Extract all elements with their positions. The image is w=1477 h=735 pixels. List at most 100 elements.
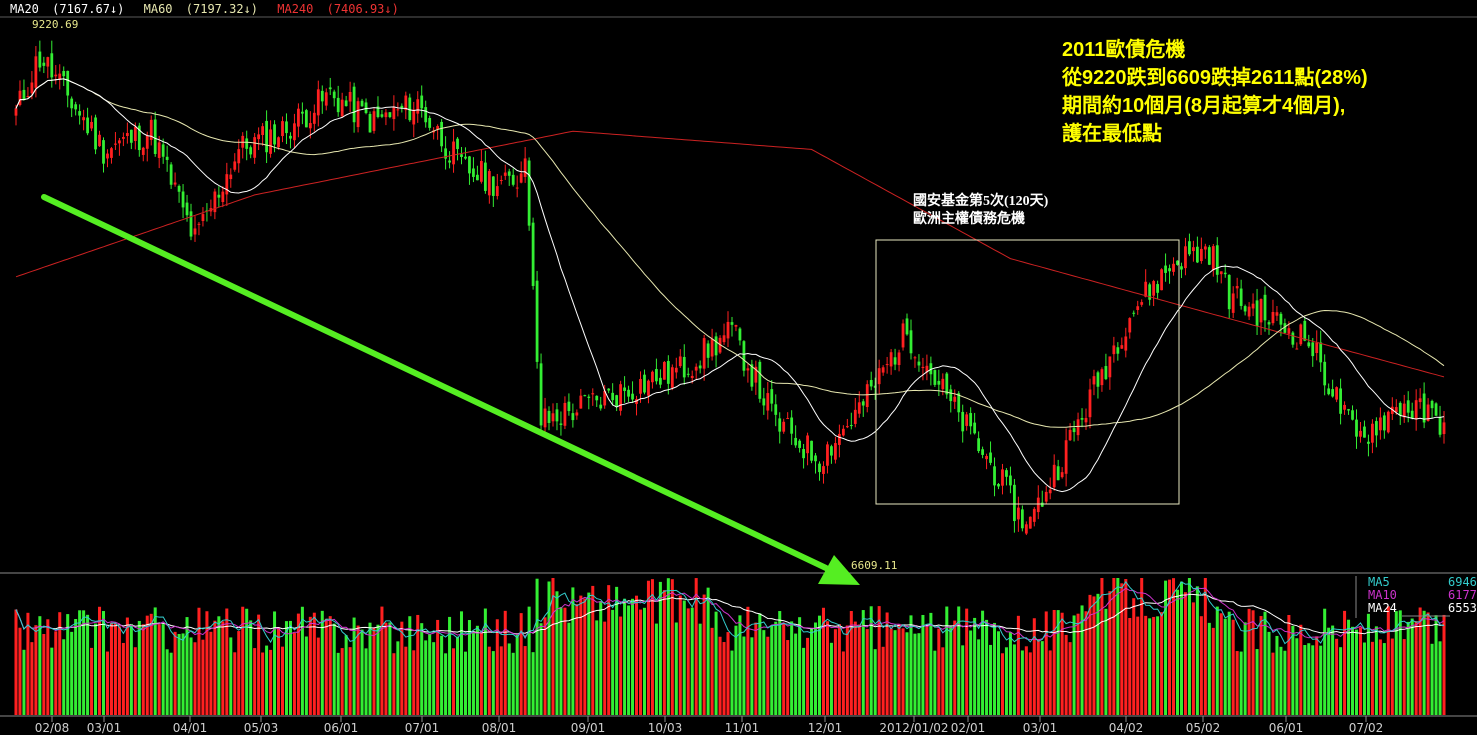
volume-bar (1084, 611, 1088, 715)
volume-bar (845, 625, 849, 715)
candle-body (428, 117, 432, 128)
volume-bar (654, 623, 658, 715)
volume-bar (619, 616, 623, 715)
volume-bar (1152, 616, 1156, 715)
candle-body (750, 364, 754, 387)
candle-body (452, 141, 455, 165)
volume-bar (611, 609, 615, 715)
candle-body (153, 119, 157, 154)
volume-bar (1223, 618, 1227, 715)
candle-body (989, 452, 992, 463)
volume-bar (444, 653, 448, 715)
volume-bar (953, 620, 957, 715)
candle-body (559, 423, 563, 425)
candle-body (125, 133, 129, 136)
candle-body (766, 393, 770, 411)
candle-body (1128, 318, 1132, 333)
volume-bar (145, 615, 149, 715)
volume-bar (46, 619, 50, 715)
volume-bar (456, 636, 460, 715)
candle-body (1438, 417, 1442, 435)
candle-body (356, 101, 360, 128)
candle-body (814, 455, 817, 462)
vol-ma5-legend: MA5 6946 (1360, 576, 1477, 589)
volume-bar (929, 612, 933, 715)
candle-body (682, 356, 686, 378)
volume-bar (642, 607, 646, 715)
candle-body (762, 398, 766, 406)
candle-body (1410, 410, 1414, 419)
candle-body (189, 211, 193, 237)
volume-bar (432, 642, 436, 715)
candle-body (519, 173, 523, 183)
candle-body (563, 402, 567, 426)
volume-bar (1231, 619, 1235, 715)
candle-body (635, 399, 638, 404)
candle-body (1231, 293, 1235, 313)
volume-bar (889, 628, 893, 715)
volume-bar (428, 633, 432, 715)
candle-body (1378, 417, 1382, 431)
volume-bar (989, 644, 993, 715)
candle-body (706, 343, 710, 358)
candle-body (98, 134, 101, 147)
volume-bar (937, 628, 941, 715)
volume-bar (129, 623, 133, 715)
volume-bar (348, 647, 352, 715)
volume-bar (396, 641, 400, 715)
candle-body (499, 179, 503, 181)
volume-bar (1279, 646, 1283, 715)
candle-body (1279, 313, 1283, 325)
ma20-line (15, 78, 1445, 493)
candle-body (1104, 366, 1108, 380)
volume-bar (825, 621, 829, 715)
candle-body (388, 112, 392, 118)
x-tick-label: 10/03 (648, 721, 683, 735)
candle-body (694, 366, 698, 371)
candle-body (1414, 400, 1418, 420)
volume-bar (1124, 579, 1128, 715)
candle-body (1052, 464, 1056, 488)
volume-bar (666, 578, 670, 715)
candle-body (607, 388, 611, 391)
candle-body (1120, 345, 1124, 349)
candle-body (786, 418, 790, 420)
volume-bar (806, 637, 810, 715)
volume-bar (448, 616, 452, 715)
candle-body (1315, 342, 1319, 354)
candle-body (121, 137, 125, 139)
candle-body (94, 117, 97, 150)
candle-body (308, 123, 312, 129)
candle-body (511, 174, 515, 185)
volume-bar (901, 628, 905, 715)
candle-body (352, 86, 356, 123)
candle-body (289, 135, 292, 139)
volume-bar (1199, 616, 1203, 715)
candle-body (905, 318, 909, 335)
x-tick-label: 03/01 (1023, 721, 1058, 735)
volume-bar (722, 642, 726, 715)
volume-bar (1378, 639, 1382, 715)
volume-bar (1207, 622, 1211, 715)
candle-body (1303, 320, 1307, 341)
candle-body (225, 174, 229, 195)
volume-bar (833, 629, 837, 715)
candle-body (1092, 376, 1096, 385)
x-tick-label: 06/01 (1269, 721, 1304, 735)
candle-body (845, 426, 849, 428)
candle-body (1016, 507, 1020, 520)
vol-ma24-name: MA24 (1368, 601, 1397, 615)
volume-bar (50, 647, 54, 715)
candle-body (400, 105, 404, 109)
x-tick-label: 02/01 (951, 721, 986, 735)
volume-bar (1000, 653, 1004, 715)
volume-bar (66, 614, 70, 715)
volume-bar (782, 622, 786, 715)
volume-bar (849, 611, 853, 715)
volume-bar (412, 650, 416, 715)
candle-body (265, 120, 268, 153)
candle-body (841, 428, 845, 436)
volume-bar (312, 612, 316, 715)
volume-bar (257, 614, 261, 715)
